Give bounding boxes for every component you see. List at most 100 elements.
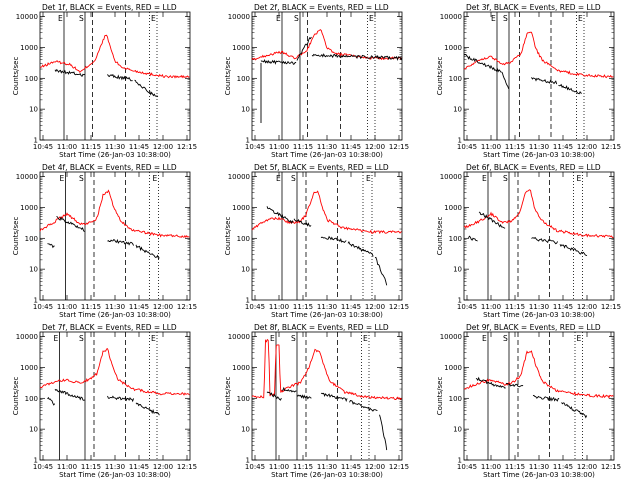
series-lld: [463, 31, 614, 79]
panel-title: Det 5f, BLACK = Events, RED = LLD: [254, 163, 389, 172]
interval-label: S: [503, 334, 508, 343]
y-tick-label: 10: [241, 106, 250, 114]
series-events: [558, 83, 582, 95]
x-tick-label: 12:15: [389, 143, 409, 151]
series-events: [107, 73, 133, 82]
interval-label: E: [577, 334, 582, 343]
interval-label: S: [291, 334, 296, 343]
series-events: [463, 53, 502, 73]
x-axis-label: Start Time (26-Jan-03 10:38:00): [59, 151, 171, 159]
series-events: [260, 58, 297, 65]
series-events: [531, 77, 558, 85]
x-tick-label: 12:15: [601, 143, 621, 151]
y-axis-label: Counts/sec: [436, 57, 444, 96]
x-tick-label: 11:30: [105, 463, 125, 471]
x-tick-label: 11:00: [481, 463, 501, 471]
series-events: [135, 244, 160, 260]
x-axis-label: Start Time (26-Jan-03 10:38:00): [483, 311, 595, 319]
x-tick-label: 12:15: [601, 463, 621, 471]
x-tick-label: 11:45: [553, 463, 573, 471]
y-axis-label: Counts/sec: [224, 217, 232, 256]
x-tick-label: 11:15: [81, 143, 101, 151]
y-tick-label: 1: [458, 457, 462, 465]
panel-det-7: Det 7f, BLACK = Events, RED = LLD 1 10 100 1…: [12, 323, 197, 479]
series-lld: [463, 350, 614, 399]
x-tick-label: 12:00: [153, 303, 173, 311]
x-tick-label: 10:45: [245, 143, 265, 151]
series-events: [505, 382, 524, 388]
y-axis-label: Counts/sec: [436, 377, 444, 416]
x-tick-label: 11:15: [293, 463, 313, 471]
series-events: [320, 235, 347, 243]
y-tick-label: 1000: [232, 44, 250, 52]
series-events: [266, 206, 294, 224]
interval-label: E: [366, 174, 371, 183]
y-tick-label: 10: [29, 106, 38, 114]
y-tick-label: 1000: [20, 204, 38, 212]
x-tick-label: 11:15: [81, 463, 101, 471]
series-events: [379, 414, 388, 451]
series-lld: [463, 189, 614, 239]
series-lld: [39, 34, 190, 79]
x-tick-label: 12:15: [389, 303, 409, 311]
x-axis-label: Start Time (26-Jan-03 10:38:00): [271, 151, 383, 159]
interval-label: E: [151, 334, 156, 343]
y-tick-label: 10000: [228, 333, 250, 341]
x-tick-label: 10:45: [457, 143, 477, 151]
panel-title: Det 8f, BLACK = Events, RED = LLD: [254, 323, 389, 332]
y-tick-label: 1: [246, 297, 250, 305]
y-tick-label: 100: [449, 75, 462, 83]
series-events: [47, 396, 56, 406]
plot-frame: [251, 171, 403, 301]
y-tick-label: 1: [34, 457, 38, 465]
interval-label: E: [577, 174, 582, 183]
x-tick-label: 11:45: [553, 303, 573, 311]
x-tick-label: 11:00: [481, 143, 501, 151]
y-tick-label: 1000: [444, 364, 462, 372]
x-tick-label: 10:45: [33, 303, 53, 311]
series-events: [374, 256, 388, 286]
y-tick-label: 100: [449, 395, 462, 403]
x-tick-label: 11:15: [505, 143, 525, 151]
x-tick-label: 11:30: [529, 463, 549, 471]
y-tick-label: 1: [34, 297, 38, 305]
y-tick-label: 1: [246, 137, 250, 145]
interval-label: E: [482, 174, 487, 183]
interval-label: E: [276, 174, 281, 183]
y-axis-label: Counts/sec: [12, 377, 20, 416]
interval-label: E: [578, 14, 583, 23]
y-tick-label: 1000: [232, 204, 250, 212]
x-tick-label: 12:00: [365, 463, 385, 471]
panel-title: Det 1f, BLACK = Events, RED = LLD: [42, 3, 177, 12]
y-tick-label: 10: [241, 266, 250, 274]
y-tick-label: 100: [237, 235, 250, 243]
x-tick-label: 11:00: [57, 143, 77, 151]
x-tick-label: 12:15: [601, 303, 621, 311]
series-events: [559, 244, 588, 257]
x-tick-label: 12:15: [389, 463, 409, 471]
panel-det-2: Det 2f, BLACK = Events, RED = LLD 1 10 100 1…: [224, 3, 409, 159]
x-axis-label: Start Time (26-Jan-03 10:38:00): [271, 471, 383, 479]
series-events: [468, 235, 478, 242]
x-tick-label: 11:30: [317, 143, 337, 151]
y-tick-label: 1000: [444, 204, 462, 212]
y-axis-label: Counts/sec: [12, 57, 20, 96]
x-tick-label: 11:45: [129, 143, 149, 151]
x-tick-label: 11:15: [505, 303, 525, 311]
series-events: [296, 394, 312, 400]
y-tick-label: 10000: [440, 333, 462, 341]
interval-label: E: [151, 14, 156, 23]
y-tick-label: 1000: [20, 364, 38, 372]
y-axis-label: Counts/sec: [12, 217, 20, 256]
x-tick-label: 10:45: [245, 303, 265, 311]
series-lld: [39, 189, 190, 239]
x-tick-label: 11:45: [341, 463, 361, 471]
x-tick-label: 12:15: [177, 143, 197, 151]
x-tick-label: 12:00: [577, 463, 597, 471]
plot-frame: [251, 11, 403, 141]
y-tick-label: 1000: [232, 364, 250, 372]
series-events: [501, 71, 510, 89]
x-tick-label: 11:15: [293, 303, 313, 311]
x-tick-label: 11:15: [81, 303, 101, 311]
